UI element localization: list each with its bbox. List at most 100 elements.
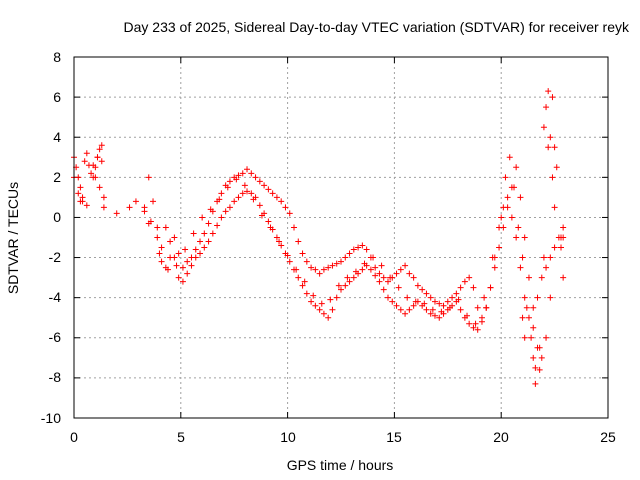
data-point: [431, 312, 438, 319]
data-point: [216, 196, 223, 203]
data-point: [538, 354, 545, 361]
data-point: [338, 286, 344, 293]
data-point: [421, 300, 428, 307]
x-tick-label: 0: [70, 429, 78, 445]
data-point: [470, 284, 477, 291]
data-point: [276, 238, 283, 245]
data-point: [429, 306, 436, 313]
data-point: [483, 304, 490, 311]
data-point: [113, 210, 120, 217]
data-point: [233, 176, 240, 183]
data-point: [192, 246, 199, 253]
data-point: [558, 244, 565, 251]
data-point: [551, 144, 558, 151]
data-point: [286, 210, 293, 217]
data-point: [327, 296, 334, 303]
data-point: [547, 254, 554, 261]
data-point: [376, 270, 383, 277]
data-point: [423, 306, 430, 313]
data-point: [387, 274, 394, 281]
data-point: [318, 300, 325, 307]
data-point: [440, 302, 447, 309]
x-tick-label: 5: [177, 429, 185, 445]
data-point: [500, 224, 507, 231]
data-point: [474, 326, 481, 333]
data-point: [560, 274, 567, 281]
data-point: [376, 278, 383, 285]
data-point: [226, 204, 233, 211]
data-point: [453, 290, 460, 297]
data-point: [547, 134, 554, 141]
data-point: [197, 238, 204, 245]
data-point: [201, 244, 208, 251]
data-point: [372, 264, 379, 271]
data-point: [320, 266, 327, 273]
y-axis-label: SDTVAR / TECUs: [5, 182, 21, 294]
data-point: [350, 246, 357, 253]
data-point: [299, 250, 306, 257]
data-point: [466, 320, 473, 327]
data-point: [239, 190, 246, 197]
data-point: [325, 314, 332, 321]
data-point: [329, 306, 336, 313]
data-point: [325, 264, 332, 271]
x-tick-label: 25: [600, 429, 616, 445]
data-point: [378, 262, 385, 269]
data-point: [504, 204, 511, 211]
data-point: [560, 224, 567, 231]
data-point: [207, 206, 214, 213]
data-point: [346, 250, 353, 257]
data-point: [359, 266, 366, 273]
data-point: [83, 150, 90, 157]
data-point: [553, 164, 560, 171]
data-point: [444, 298, 451, 305]
data-point: [521, 294, 528, 301]
data-point: [231, 198, 238, 205]
data-point: [175, 250, 182, 257]
data-point: [273, 194, 280, 201]
data-point: [502, 174, 509, 181]
data-point: [226, 178, 233, 185]
data-point: [248, 170, 255, 177]
data-point: [530, 354, 537, 361]
data-point: [218, 190, 225, 197]
data-point: [150, 198, 157, 205]
data-point: [436, 300, 443, 307]
data-point: [521, 234, 528, 241]
data-point: [199, 214, 206, 221]
data-point: [265, 186, 272, 193]
data-point: [286, 258, 293, 265]
data-point: [414, 282, 421, 289]
data-point: [455, 296, 462, 303]
data-point: [77, 198, 84, 205]
data-point: [406, 270, 413, 277]
data-point: [316, 270, 323, 277]
data-point: [179, 264, 186, 271]
data-point: [252, 174, 259, 181]
data-point: [410, 302, 417, 309]
data-point: [205, 220, 212, 227]
data-point: [540, 124, 547, 131]
y-tick-label: -8: [49, 369, 62, 385]
data-point: [470, 324, 477, 331]
data-point: [551, 204, 558, 211]
data-point: [367, 266, 374, 273]
data-point: [350, 274, 357, 281]
data-point: [384, 294, 391, 301]
data-point: [393, 270, 400, 277]
data-point: [333, 294, 340, 301]
data-point: [154, 224, 161, 231]
data-point: [513, 164, 520, 171]
data-point: [96, 184, 103, 191]
y-tick-label: 8: [53, 49, 61, 65]
data-point: [239, 170, 246, 177]
data-point: [126, 204, 133, 211]
data-point: [83, 202, 90, 209]
data-point: [278, 198, 285, 205]
data-point: [250, 196, 257, 203]
data-point: [184, 270, 191, 277]
data-point: [472, 320, 479, 327]
data-point: [342, 254, 349, 261]
data-point: [536, 366, 543, 373]
data-point: [498, 214, 505, 221]
